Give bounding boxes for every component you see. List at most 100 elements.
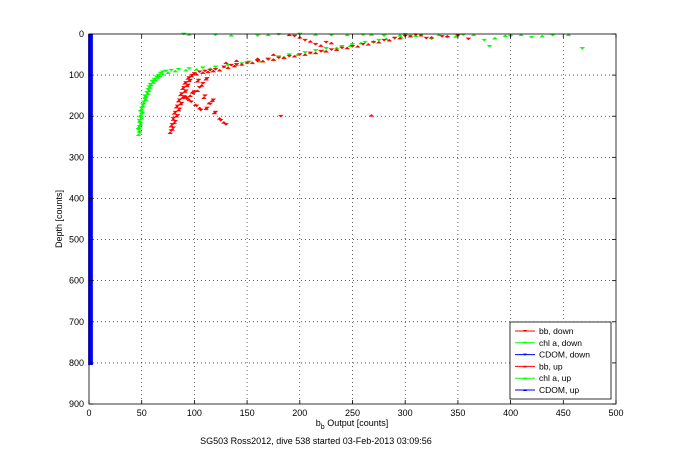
data-point [207,68,214,72]
data-point [194,79,201,83]
data-point [286,33,293,37]
y-tick-label: 600 [69,276,84,286]
data-point [202,69,208,73]
data-point [184,84,190,88]
legend-entry: CDOM, up [515,385,579,395]
legend-label: chl a, up [539,373,571,383]
y-tick-label: 100 [69,70,84,80]
legend-marker [522,377,528,380]
data-point [539,34,546,38]
legend-entry: chl a, up [515,373,571,383]
y-tick-label: 900 [69,399,84,409]
data-point [186,98,193,102]
data-point [186,33,193,36]
y-tick-label: 200 [69,111,84,121]
data-point [344,46,351,50]
data-point [354,44,361,48]
legend-label: bb, down [539,326,574,336]
data-point [391,36,398,40]
data-point [150,81,157,84]
data-point [317,49,324,53]
y-tick-label: 500 [69,235,84,245]
data-point [176,98,183,102]
data-point [142,98,149,102]
data-point [216,116,223,120]
data-point [491,36,498,40]
y-tick-label: 300 [69,152,84,162]
data-point [191,72,198,75]
data-point [202,94,208,98]
data-point [233,59,240,63]
x-tick-label: 350 [450,408,465,418]
data-point [249,61,256,65]
data-point [178,92,185,95]
data-point [323,40,330,44]
data-point [192,103,199,106]
data-point [212,68,219,71]
data-point [362,40,369,44]
data-point [349,45,356,48]
data-point [140,101,147,105]
data-point [291,54,298,58]
data-point [209,99,216,102]
legend-label: CDOM, down [539,350,590,360]
data-point [286,54,293,58]
data-point [136,129,143,133]
data-point [307,40,314,43]
data-point [184,97,190,101]
data-point [302,51,308,54]
data-point [135,126,142,130]
data-point [163,69,169,73]
data-point [152,78,159,82]
legend-marker [522,353,528,356]
data-point [188,74,195,78]
data-point [223,61,229,65]
data-point [146,89,152,93]
data-point [196,106,203,110]
data-point [172,110,179,114]
data-point [312,49,319,52]
data-point [159,70,166,74]
data-point [270,58,277,61]
x-axis-label: bb Output [counts] [316,418,388,431]
data-point [339,45,345,48]
data-point [195,78,202,82]
data-point [528,36,535,39]
data-point [193,68,200,71]
data-point [470,33,477,37]
data-point [502,34,509,37]
data-point [211,111,218,115]
data-point [220,121,227,124]
data-point [189,91,196,94]
data-point [418,33,424,37]
data-point [254,57,261,60]
series-chl-a-up [135,33,572,137]
data-point [565,33,572,37]
data-point [138,107,145,111]
data-point [139,104,146,108]
x-tick-label: 150 [240,408,255,418]
data-point [171,111,178,115]
data-point [270,53,277,56]
data-point [167,131,174,134]
x-axis-label-main: b [316,418,321,428]
data-point [360,42,366,46]
series-bb-up [167,33,451,134]
y-tick-label: 700 [69,317,84,327]
y-tick-label: 400 [69,193,84,203]
legend-marker [522,330,528,332]
data-point [203,107,209,111]
figure-caption: SG503 Ross2012, dive 538 started 03-Feb-… [200,436,432,446]
data-point [275,56,282,60]
data-point [328,41,335,45]
data-point [333,48,340,51]
data-point [302,38,308,42]
data-point [307,51,314,55]
data-point [145,92,151,95]
data-point [228,63,235,67]
data-point [265,33,272,37]
data-point [323,49,330,53]
x-tick-label: 500 [608,408,623,418]
data-point [244,61,251,65]
